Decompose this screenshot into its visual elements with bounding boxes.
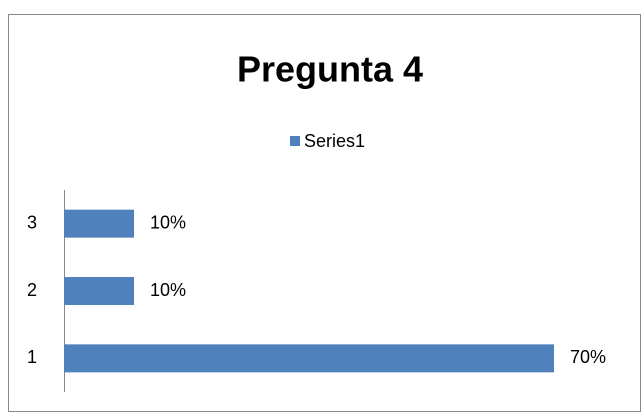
bar (64, 209, 134, 238)
legend-label: Series1 (304, 131, 365, 151)
y-tick-label: 3 (27, 212, 37, 232)
y-tick-label: 1 (27, 347, 37, 367)
bar (64, 344, 554, 373)
legend-swatch (290, 136, 300, 146)
bar (64, 277, 134, 305)
value-label: 10% (150, 212, 186, 232)
chart-title: Pregunta 4 (237, 49, 423, 90)
y-tick-label: 2 (27, 280, 37, 300)
value-label: 10% (150, 280, 186, 300)
value-label: 70% (570, 347, 606, 367)
